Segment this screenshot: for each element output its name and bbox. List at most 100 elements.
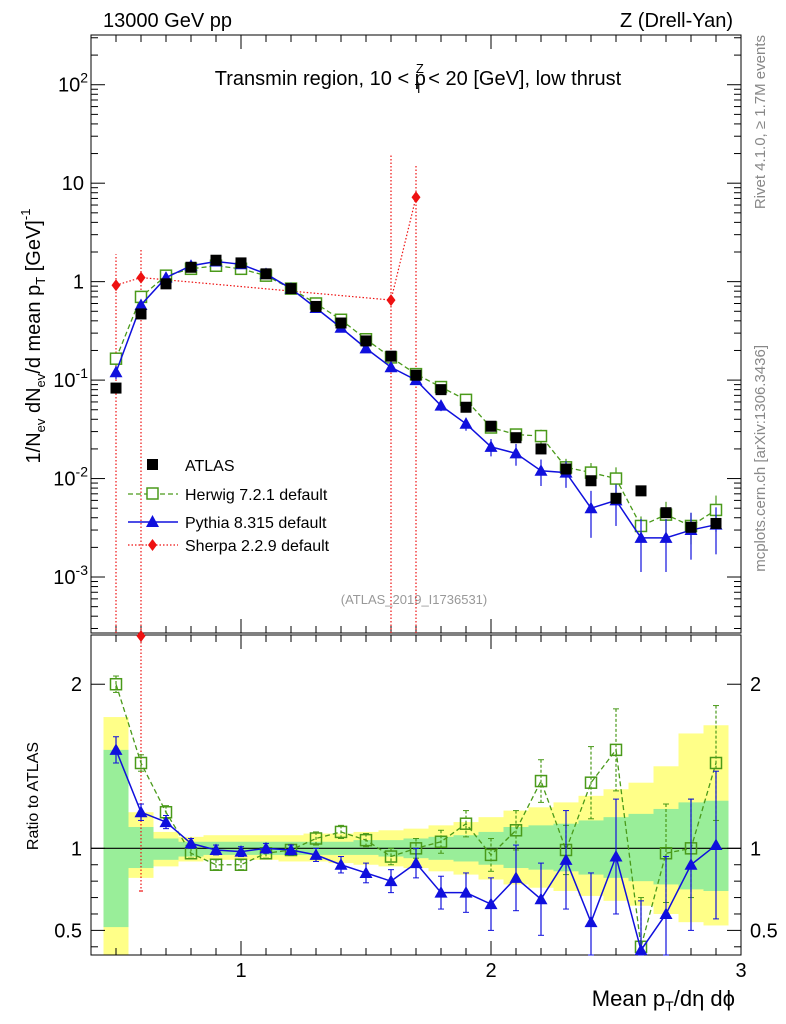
y-tick-label: 10-2 <box>53 464 88 491</box>
herwig-ratio-point <box>309 832 323 845</box>
herwig-ratio-point <box>359 833 373 847</box>
atlas-point <box>260 268 272 280</box>
pythia-ratio-point <box>584 915 598 928</box>
legend-pythia-marker <box>146 515 159 527</box>
herwig-ratio-point <box>509 824 523 837</box>
x-tick-label: 2 <box>485 960 496 982</box>
pythia-ratio-point <box>459 886 473 898</box>
legend-atlas-marker <box>147 459 158 470</box>
ratio-y-label: Ratio to ATLAS <box>25 742 42 850</box>
atlas-point <box>385 350 397 362</box>
herwig-ratio-point <box>534 774 548 788</box>
atlas-point <box>610 492 622 504</box>
pythia-point <box>584 501 598 514</box>
title-sup: Z <box>416 61 424 76</box>
atlas-point <box>110 382 122 394</box>
pythia-ratio-point <box>484 897 498 910</box>
herwig-point <box>609 472 623 485</box>
pythia-point <box>109 365 123 378</box>
x-tick-label: 3 <box>735 960 746 982</box>
pythia-ratio-point <box>434 886 448 898</box>
x-axis-label: Mean pT/dη dϕ <box>592 986 735 1014</box>
atlas-point <box>660 507 672 519</box>
title-part-1: Transmin region, 10 < p <box>215 68 426 90</box>
sherpa-line <box>115 197 417 301</box>
y-tick-label: 10-3 <box>53 562 88 589</box>
legend-sherpa-label: Sherpa 2.2.9 default <box>185 538 330 555</box>
band-green <box>103 749 129 928</box>
pythia-point <box>459 417 473 429</box>
atlas-point <box>710 517 722 529</box>
main-panel: Transmin region, 10 < pZ T < 20 [GeV], lo… <box>53 34 742 634</box>
pythia-point <box>434 399 448 411</box>
pythia-ratio-point <box>184 836 198 849</box>
y-axis-label: 1/Nev dNev/d mean pT [GeV]-1 <box>18 209 48 464</box>
pythia-ratio-point <box>209 843 223 855</box>
mcplots-label: mcplots.cern.ch [arXiv:1306.3436] <box>752 345 769 572</box>
pythia-point <box>484 440 498 452</box>
pythia-point <box>359 341 373 354</box>
sherpa-point <box>111 279 121 292</box>
pythia-ratio-point <box>409 856 423 869</box>
ratio-tick-label-left: 2 <box>71 674 82 696</box>
atlas-point <box>635 485 647 497</box>
pythia-ratio-point <box>309 848 323 860</box>
herwig-ratio-point <box>709 756 723 770</box>
band-green <box>578 820 604 875</box>
main-axes: 10-3 10-2 10-1 1 10 102 <box>53 35 742 633</box>
title-sub: T <box>415 81 423 96</box>
pythia-ratio-point <box>684 858 698 870</box>
herwig-ratio-point <box>109 677 123 691</box>
atlas-point <box>560 463 572 475</box>
atlas-point <box>510 432 522 444</box>
herwig-ratio-point <box>584 776 598 789</box>
atlas-point <box>485 420 497 432</box>
title-part-2: < 20 [GeV], low thrust <box>423 68 622 90</box>
y-tick-label: 102 <box>58 70 88 97</box>
ratio-panel: 1 2 30.5 0.51 12 2 <box>54 630 778 982</box>
pythia-ratio-point <box>159 815 173 828</box>
ratio-tick-label-right: 0.5 <box>750 920 778 942</box>
atlas-point <box>310 300 322 312</box>
pythia-ratio-point <box>359 866 373 878</box>
atlas-point <box>210 254 222 266</box>
ratio-series <box>109 630 723 956</box>
atlas-point <box>535 443 547 455</box>
pythia-ratio-point <box>384 874 398 887</box>
y-tick-label: 10 <box>62 173 84 195</box>
sherpa-point <box>386 294 396 307</box>
herwig-ratio-point <box>609 743 623 757</box>
band-green <box>628 813 654 882</box>
atlas-point <box>160 278 172 290</box>
pythia-ratio-point <box>709 838 723 851</box>
pythia-ratio-point <box>334 858 348 870</box>
atlas-point <box>135 308 147 320</box>
y-tick-label: 1 <box>73 272 84 294</box>
band-green <box>528 825 554 870</box>
band-green <box>353 840 379 855</box>
pythia-point <box>384 360 398 373</box>
herwig-ratio-point <box>234 858 248 871</box>
pythia-ratio-point <box>609 850 623 862</box>
pythia-ratio-point <box>134 805 148 818</box>
atlas-point <box>410 369 422 381</box>
legend-sherpa-marker <box>148 539 157 551</box>
legend: ATLAS Herwig 7.2.1 default Pythia 8.315 … <box>128 458 330 555</box>
herwig-ratio-point <box>484 848 498 862</box>
header-left: 13000 GeV pp <box>103 10 232 32</box>
x-tick-label: 1 <box>235 960 246 982</box>
pythia-ratio-point <box>559 853 573 865</box>
legend-atlas-label: ATLAS <box>185 458 235 475</box>
pythia-ratio-point <box>284 843 298 855</box>
atlas-point <box>285 283 297 295</box>
herwig-ratio-point <box>134 756 148 770</box>
atlas-point <box>235 257 247 269</box>
watermark: (ATLAS_2019_I1736531) <box>341 592 487 607</box>
herwig-ratio-point <box>459 817 473 830</box>
pythia-ratio-point <box>259 841 273 854</box>
pythia-point <box>534 464 548 476</box>
ratio-axes: 1 2 30.5 0.51 12 2 <box>54 635 778 982</box>
ratio-tick-label-right: 2 <box>750 674 761 696</box>
y-tick-label: 10-1 <box>53 365 88 392</box>
ratio-tick-label-left: 0.5 <box>54 920 82 942</box>
